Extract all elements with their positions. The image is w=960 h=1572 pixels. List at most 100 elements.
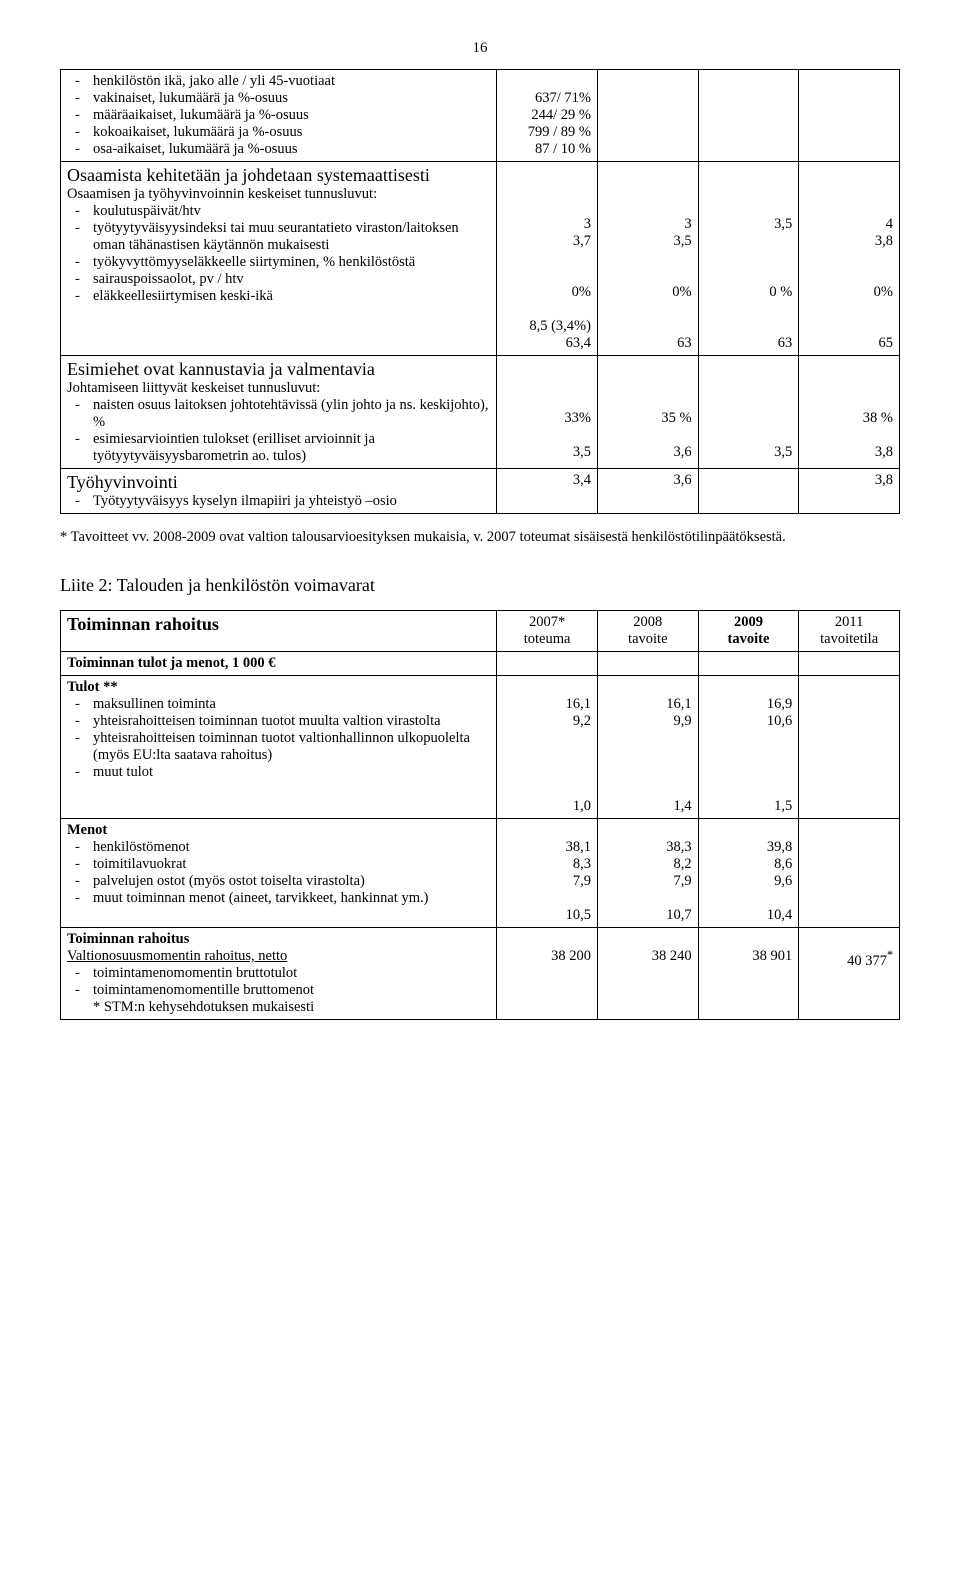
cell: 7,9 bbox=[503, 873, 591, 890]
footnote-1: * Tavoitteet vv. 2008-2009 ovat valtion … bbox=[60, 528, 900, 547]
section-osaamista: Osaamista kehitetään ja johdetaan system… bbox=[67, 165, 490, 186]
row-tyotyytyv: Työtyytyväisyys kyselyn ilmapiiri ja yht… bbox=[67, 493, 490, 510]
cell: 38 200 bbox=[503, 948, 591, 965]
cell: 7,9 bbox=[604, 873, 692, 890]
cell: 10,6 bbox=[705, 713, 793, 730]
row-age: henkilöstön ikä, jako alle / yli 45-vuot… bbox=[67, 73, 490, 90]
row-esimies: esimiesarviointien tulokset (erilliset a… bbox=[67, 431, 490, 465]
cell: 16,1 bbox=[604, 696, 692, 713]
cell: 3 bbox=[503, 216, 591, 233]
row-elakk: eläkkeellesiirtymisen keski-ikä bbox=[67, 288, 490, 305]
cell: 16,9 bbox=[705, 696, 793, 713]
header-c4a: 2011 bbox=[805, 614, 893, 631]
cell: 0 % bbox=[705, 284, 793, 301]
cell: 3,8 bbox=[805, 233, 893, 250]
row-tulot: Tulot ** bbox=[67, 679, 490, 696]
row-muut2: muut toiminnan menot (aineet, tarvikkeet… bbox=[67, 890, 490, 907]
section-esimies: Esimiehet ovat kannustavia ja valmentavi… bbox=[67, 359, 490, 380]
cell: 3,4 bbox=[503, 472, 591, 489]
cell: 0% bbox=[604, 284, 692, 301]
cell: 637/ 71% bbox=[503, 90, 591, 107]
row-rahoitus: Toiminnan rahoitus bbox=[67, 931, 490, 948]
header-c1a: 2007* bbox=[503, 614, 591, 631]
sub-osaamisen: Osaamisen ja työhyvinvoinnin keskeiset t… bbox=[67, 186, 490, 203]
row-maara: määräaikaiset, lukumäärä ja %-osuus bbox=[67, 107, 490, 124]
cell: 39,8 bbox=[705, 839, 793, 856]
cell: 799 / 89 % bbox=[503, 124, 591, 141]
header-c2a: 2008 bbox=[604, 614, 692, 631]
row-menot: Menot bbox=[67, 822, 490, 839]
row-tulotmenot: Toiminnan tulot ja menot, 1 000 € bbox=[61, 651, 497, 675]
header-c3b: tavoite bbox=[705, 631, 793, 648]
row-koko: kokoaikaiset, lukumäärä ja %-osuus bbox=[67, 124, 490, 141]
cell: 9,9 bbox=[604, 713, 692, 730]
row-tyotyyt: työtyytyväisyysindeksi tai muu seurantat… bbox=[67, 220, 490, 254]
cell: 38 % bbox=[805, 410, 893, 427]
cell: 63 bbox=[604, 335, 692, 352]
cell: 33% bbox=[503, 410, 591, 427]
cell: 10,4 bbox=[705, 907, 793, 924]
row-muut1: muut tulot bbox=[67, 764, 490, 781]
cell: 3,5 bbox=[705, 216, 793, 233]
header-c1b: toteuma bbox=[503, 631, 591, 648]
cell: 63,4 bbox=[503, 335, 591, 352]
cell: 3,8 bbox=[805, 472, 893, 489]
page-number: 16 bbox=[60, 40, 900, 57]
cell: 0% bbox=[805, 284, 893, 301]
cell: 3,6 bbox=[604, 472, 692, 489]
cell: 38,3 bbox=[604, 839, 692, 856]
cell: 63 bbox=[705, 335, 793, 352]
cell: 3,7 bbox=[503, 233, 591, 250]
cell: 4 bbox=[805, 216, 893, 233]
cell: 16,1 bbox=[503, 696, 591, 713]
cell: 8,6 bbox=[705, 856, 793, 873]
row-vak: vakinaiset, lukumäärä ja %-osuus bbox=[67, 90, 490, 107]
cell: 38,1 bbox=[503, 839, 591, 856]
table-2: Toiminnan rahoitus 2007* toteuma 2008 ta… bbox=[60, 610, 900, 1020]
cell: 65 bbox=[805, 335, 893, 352]
header-c4b: tavoitetila bbox=[805, 631, 893, 648]
row-tyokyv: työkyvyttömyyseläkkeelle siirtyminen, % … bbox=[67, 254, 490, 271]
header-c2b: tavoite bbox=[604, 631, 692, 648]
row-osa: osa-aikaiset, lukumäärä ja %-osuus bbox=[67, 141, 490, 158]
row-palv: palvelujen ostot (myös ostot toiselta vi… bbox=[67, 873, 490, 890]
cell: 1,5 bbox=[705, 798, 793, 815]
row-henk: henkilöstömenot bbox=[67, 839, 490, 856]
cell: 9,6 bbox=[705, 873, 793, 890]
cell: 35 % bbox=[604, 410, 692, 427]
row-naisten: naisten osuus laitoksen johtotehtävissä … bbox=[67, 397, 490, 431]
cell: 244/ 29 % bbox=[503, 107, 591, 124]
row-brutto1: toimintamenomomentin bruttotulot bbox=[67, 965, 490, 982]
row-yht1: yhteisrahoitteisen toiminnan tuotot muul… bbox=[67, 713, 490, 730]
cell: 3 bbox=[604, 216, 692, 233]
cell: 3,6 bbox=[604, 444, 692, 461]
header-main: Toiminnan rahoitus bbox=[61, 610, 497, 651]
cell: 40 377* bbox=[805, 948, 893, 970]
cell: 10,5 bbox=[503, 907, 591, 924]
cell: 1,4 bbox=[604, 798, 692, 815]
row-saira: sairauspoissaolot, pv / htv bbox=[67, 271, 490, 288]
row-stm: * STM:n kehysehdotuksen mukaisesti bbox=[67, 999, 490, 1016]
cell: 3,5 bbox=[705, 444, 793, 461]
cell: 3,8 bbox=[805, 444, 893, 461]
cell: 8,2 bbox=[604, 856, 692, 873]
cell: 3,5 bbox=[604, 233, 692, 250]
sub-johtamiseen: Johtamiseen liittyvät keskeiset tunnuslu… bbox=[67, 380, 490, 397]
cell: 3,5 bbox=[503, 444, 591, 461]
cell: 38 240 bbox=[604, 948, 692, 965]
row-brutto2: toimintamenomomentille bruttomenot bbox=[67, 982, 490, 999]
cell: 8,3 bbox=[503, 856, 591, 873]
section-tyohyvin: Työhyvinvointi bbox=[67, 472, 178, 492]
cell: 87 / 10 % bbox=[503, 141, 591, 158]
liite2-title: Liite 2: Talouden ja henkilöstön voimava… bbox=[60, 575, 900, 596]
row-valtio: Valtionosuusmomentin rahoitus, netto bbox=[67, 948, 490, 965]
cell: 9,2 bbox=[503, 713, 591, 730]
table-1: henkilöstön ikä, jako alle / yli 45-vuot… bbox=[60, 69, 900, 514]
cell: 10,7 bbox=[604, 907, 692, 924]
row-koulutus: koulutuspäivät/htv bbox=[67, 203, 490, 220]
row-maks: maksullinen toiminta bbox=[67, 696, 490, 713]
row-toim: toimitilavuokrat bbox=[67, 856, 490, 873]
cell bbox=[503, 73, 591, 90]
row-yht2: yhteisrahoitteisen toiminnan tuotot valt… bbox=[67, 730, 490, 764]
cell: 1,0 bbox=[503, 798, 591, 815]
